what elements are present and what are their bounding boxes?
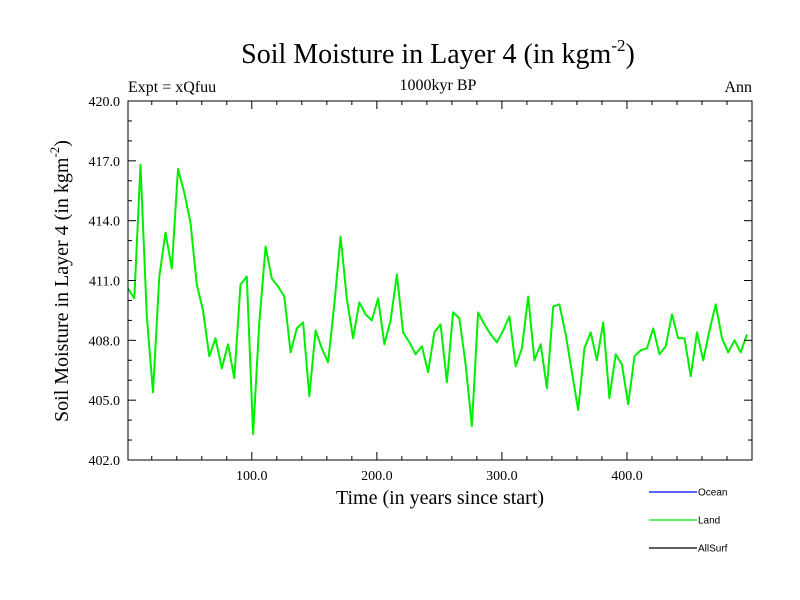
chart-title-close: ): [626, 39, 635, 70]
y-axis-label: Soil Moisture in Layer 4 (in kgm-2): [47, 140, 73, 422]
y-tick-label: 408.0: [89, 334, 121, 349]
x-tick-label: 200.0: [361, 469, 393, 484]
legend-label: Land: [698, 516, 720, 527]
chart-title-superscript: -2: [611, 36, 625, 55]
season-label: Ann: [724, 79, 752, 96]
x-tick-label: 100.0: [236, 469, 268, 484]
legend-item-allsurf: AllSurf: [649, 544, 728, 555]
x-tick-label: 300.0: [486, 469, 518, 484]
experiment-label: Expt = xQfuu: [128, 79, 216, 96]
series-layer: [127, 163, 748, 436]
y-tick-label: 405.0: [89, 394, 121, 409]
y-tick-label: 402.0: [89, 454, 121, 469]
tick-labels: 100.0 200.0 300.0 400.0 402.0 405.0 408.0 411.0…: [89, 95, 643, 484]
chart-title-main: Soil Moisture in Layer 4 (in kgm: [241, 39, 611, 70]
series-line-land: [127, 163, 748, 436]
y-axis-label-close: ): [51, 140, 73, 147]
legend-item-ocean: Ocean: [649, 488, 727, 499]
legend-label: AllSurf: [698, 544, 728, 555]
plot-frame: [127, 100, 753, 461]
legend-label: Ocean: [698, 488, 727, 499]
x-tick-label: 400.0: [611, 469, 643, 484]
legend: Ocean Land AllSurf: [649, 488, 728, 555]
chart-title: Soil Moisture in Layer 4 (in kgm-2): [241, 36, 635, 70]
legend-item-land: Land: [649, 516, 720, 527]
y-axis-label-main: Soil Moisture in Layer 4 (in kgm: [51, 157, 73, 422]
axis-ticks: [128, 100, 752, 461]
y-tick-label: 414.0: [89, 215, 121, 230]
chart-subtitle: 1000kyr BP: [400, 77, 477, 94]
y-tick-label: 417.0: [89, 155, 121, 170]
x-axis-label: Time (in years since start): [336, 487, 544, 509]
y-tick-label: 411.0: [89, 275, 120, 290]
y-tick-label: 420.0: [89, 95, 121, 110]
y-axis-label-superscript: -2: [47, 147, 62, 158]
